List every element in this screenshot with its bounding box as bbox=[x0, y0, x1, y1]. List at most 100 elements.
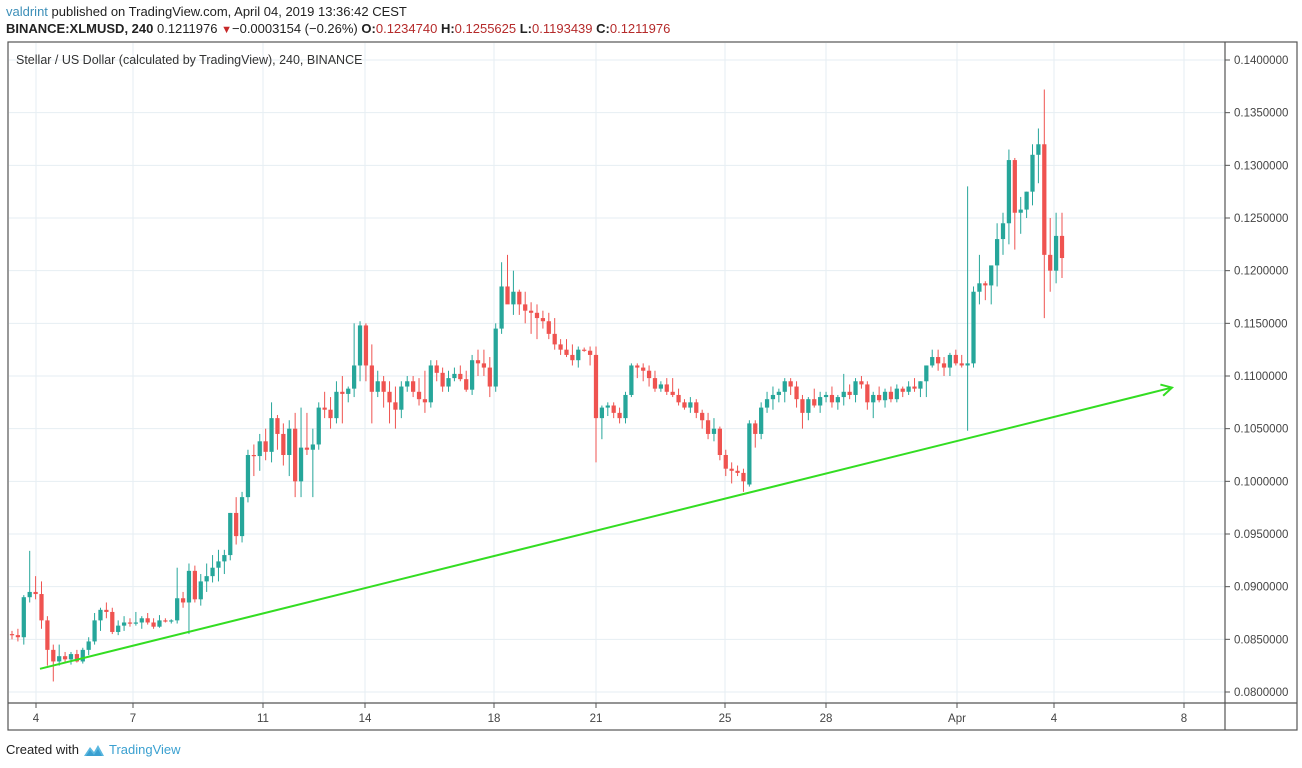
y-tick-label: 0.1050000 bbox=[1234, 424, 1288, 436]
candle-down bbox=[941, 363, 947, 368]
candle-down bbox=[936, 357, 941, 364]
price-axis[interactable]: 0.1400000 0.1350000 0.1300000 0.1250000 0.12… bbox=[1225, 55, 1288, 699]
candle-down bbox=[62, 656, 68, 660]
candle-down bbox=[381, 381, 386, 392]
candle-down bbox=[104, 609, 109, 612]
candle-down bbox=[363, 325, 369, 366]
candle-down bbox=[582, 349, 587, 351]
y-tick-label: 0.1350000 bbox=[1234, 108, 1288, 120]
candle-up bbox=[930, 357, 935, 366]
candle-down bbox=[45, 620, 50, 650]
candle-up bbox=[894, 388, 899, 400]
candle-down bbox=[676, 394, 681, 403]
candle-up bbox=[21, 597, 26, 638]
candle-up bbox=[133, 622, 138, 624]
candle-up bbox=[68, 654, 74, 660]
candle-down bbox=[912, 386, 917, 389]
tradingview-link[interactable]: TradingView bbox=[108, 742, 181, 757]
y-tick-label: 0.0800000 bbox=[1234, 687, 1288, 699]
x-tick-label: 4 bbox=[1051, 713, 1058, 725]
candle-up bbox=[204, 576, 209, 582]
candle-up bbox=[1036, 144, 1041, 155]
y-tick-label: 0.1150000 bbox=[1234, 318, 1288, 330]
publish-info: valdrint published on TradingView.com, A… bbox=[6, 4, 407, 19]
candle-up bbox=[57, 656, 62, 662]
candle-down bbox=[646, 370, 652, 379]
candle-up bbox=[989, 265, 994, 286]
footer: Created with TradingView bbox=[6, 742, 181, 757]
y-tick-label: 0.0900000 bbox=[1234, 582, 1288, 594]
candle-down bbox=[794, 386, 799, 400]
x-tick-label: 4 bbox=[33, 713, 40, 725]
candle-down bbox=[705, 420, 711, 434]
candle-up bbox=[1053, 235, 1059, 271]
candle-up bbox=[841, 391, 846, 398]
candle-down bbox=[416, 391, 422, 400]
candle-down bbox=[741, 472, 746, 482]
candle-down bbox=[788, 381, 793, 387]
candle-down bbox=[369, 365, 374, 392]
x-tick-label: 21 bbox=[590, 713, 603, 725]
candle-up bbox=[759, 407, 764, 434]
candle-down bbox=[340, 391, 345, 394]
candle-up bbox=[228, 512, 233, 556]
trendline[interactable] bbox=[39, 386, 1173, 670]
candle-down bbox=[593, 354, 599, 419]
x-tick-label: 7 bbox=[130, 713, 136, 725]
author-link[interactable]: valdrint bbox=[6, 4, 48, 19]
candle-down bbox=[505, 286, 510, 305]
y-tick-label: 0.0950000 bbox=[1234, 529, 1288, 541]
candle-up bbox=[257, 441, 262, 457]
candle-up bbox=[776, 391, 781, 395]
candle-down bbox=[670, 391, 675, 395]
candle-down bbox=[33, 591, 38, 595]
candle-up bbox=[918, 381, 923, 389]
candle-up bbox=[493, 328, 498, 387]
candle-down bbox=[753, 423, 758, 434]
candle-down bbox=[723, 455, 728, 469]
chart-title: Stellar / US Dollar (calculated by Tradi… bbox=[16, 53, 363, 67]
candle-down bbox=[635, 365, 640, 368]
candle-down bbox=[481, 363, 487, 368]
candle-up bbox=[499, 286, 504, 329]
candle-up bbox=[599, 407, 605, 419]
candle-down bbox=[9, 634, 15, 636]
candle-up bbox=[452, 373, 457, 379]
candle-down bbox=[15, 635, 21, 638]
candle-down bbox=[717, 428, 722, 455]
candle-down bbox=[611, 405, 616, 413]
candle-up bbox=[711, 428, 717, 434]
candle-up bbox=[853, 381, 858, 395]
candle-down bbox=[127, 622, 133, 624]
candle-down bbox=[859, 381, 864, 385]
close-label: C: bbox=[596, 21, 610, 36]
trendline-arrow[interactable] bbox=[39, 383, 1175, 670]
candle-down bbox=[163, 620, 168, 622]
candle-down bbox=[959, 363, 964, 366]
open-label: O: bbox=[361, 21, 376, 36]
candle-up bbox=[139, 618, 144, 623]
candle-down bbox=[110, 611, 115, 632]
candle-down bbox=[694, 402, 699, 413]
candle-up bbox=[770, 394, 776, 400]
candle-up bbox=[947, 354, 953, 368]
candle-down bbox=[145, 618, 150, 623]
candle-down bbox=[617, 412, 622, 419]
candle-up bbox=[86, 641, 91, 650]
candle-up bbox=[239, 497, 245, 537]
candle-down bbox=[546, 321, 551, 334]
candle-up bbox=[80, 649, 85, 662]
x-tick-label: 18 bbox=[488, 713, 501, 725]
y-tick-label: 0.1400000 bbox=[1234, 55, 1288, 67]
candle-up bbox=[446, 378, 451, 387]
candle-up bbox=[216, 561, 221, 568]
x-tick-label: 8 bbox=[1181, 713, 1187, 725]
symbol-label: BINANCE:XLMUSD, 240 bbox=[6, 21, 154, 36]
candle-up bbox=[1030, 154, 1035, 192]
x-tick-label: Apr bbox=[948, 713, 966, 725]
candle-up bbox=[98, 609, 103, 621]
candle-up bbox=[623, 394, 628, 419]
candle-up bbox=[965, 363, 970, 366]
time-axis[interactable]: 4 7 11 14 18 21 25 28 Apr 4 8 bbox=[33, 703, 1187, 725]
